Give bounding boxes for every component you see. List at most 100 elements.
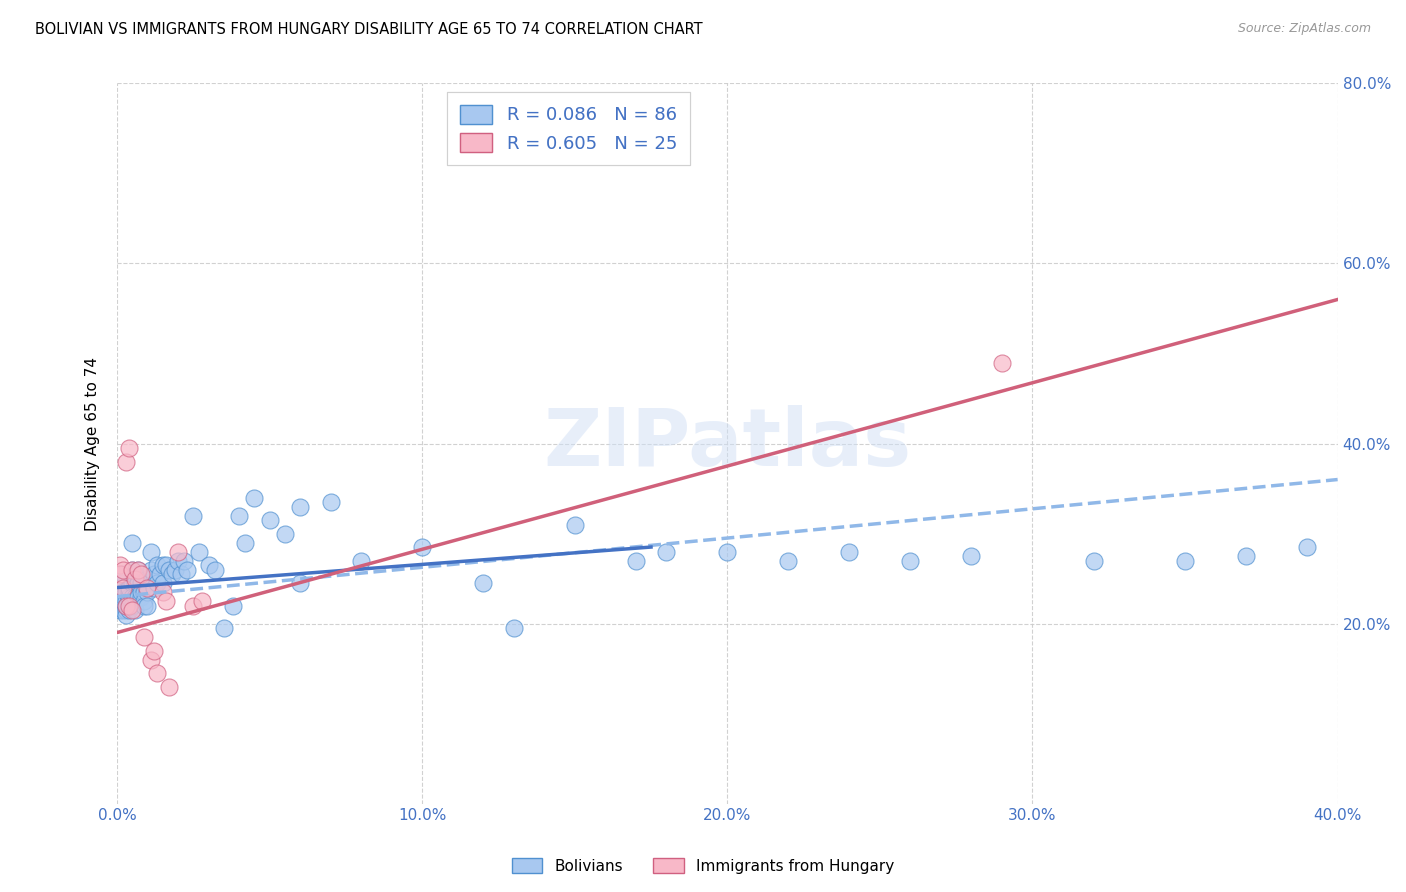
- Point: [112, 567, 135, 582]
- Point: [118, 585, 141, 599]
- Point: [115, 603, 138, 617]
- Point: [134, 599, 156, 613]
- Point: [108, 594, 131, 608]
- Point: [1174, 553, 1197, 567]
- Point: [139, 563, 162, 577]
- Point: [121, 563, 143, 577]
- Point: [115, 454, 138, 468]
- Point: [778, 553, 800, 567]
- Point: [115, 585, 138, 599]
- Point: [115, 594, 138, 608]
- Point: [134, 594, 156, 608]
- Y-axis label: Disability Age 65 to 74: Disability Age 65 to 74: [86, 357, 100, 531]
- Point: [108, 567, 131, 582]
- Text: Source: ZipAtlas.com: Source: ZipAtlas.com: [1237, 22, 1371, 36]
- Point: [624, 553, 647, 567]
- Point: [145, 666, 167, 681]
- Text: ZIPatlas: ZIPatlas: [543, 405, 911, 483]
- Point: [131, 576, 153, 591]
- Point: [115, 599, 138, 613]
- Point: [127, 563, 149, 577]
- Point: [136, 585, 159, 599]
- Point: [118, 441, 141, 455]
- Point: [142, 567, 165, 582]
- Point: [134, 585, 156, 599]
- Point: [288, 576, 311, 591]
- Point: [142, 581, 165, 595]
- Point: [118, 599, 141, 613]
- Point: [121, 563, 143, 577]
- Point: [121, 535, 143, 549]
- Point: [167, 553, 190, 567]
- Point: [157, 680, 180, 694]
- Point: [139, 652, 162, 666]
- Point: [259, 513, 281, 527]
- Point: [411, 540, 433, 554]
- Point: [134, 630, 156, 644]
- Text: BOLIVIAN VS IMMIGRANTS FROM HUNGARY DISABILITY AGE 65 TO 74 CORRELATION CHART: BOLIVIAN VS IMMIGRANTS FROM HUNGARY DISA…: [35, 22, 703, 37]
- Point: [108, 558, 131, 572]
- Point: [233, 535, 256, 549]
- Point: [155, 594, 177, 608]
- Point: [181, 599, 204, 613]
- Point: [991, 355, 1014, 369]
- Point: [1234, 549, 1257, 563]
- Point: [155, 558, 177, 572]
- Point: [124, 572, 146, 586]
- Point: [960, 549, 983, 563]
- Point: [118, 603, 141, 617]
- Point: [1083, 553, 1105, 567]
- Point: [204, 563, 226, 577]
- Point: [173, 553, 195, 567]
- Point: [127, 590, 149, 604]
- Point: [136, 599, 159, 613]
- Point: [142, 643, 165, 657]
- Point: [121, 590, 143, 604]
- Point: [170, 567, 193, 582]
- Point: [564, 517, 586, 532]
- Point: [139, 544, 162, 558]
- Point: [121, 599, 143, 613]
- Point: [112, 581, 135, 595]
- Point: [319, 495, 342, 509]
- Point: [152, 585, 174, 599]
- Point: [502, 621, 524, 635]
- Point: [157, 563, 180, 577]
- Point: [655, 544, 678, 558]
- Point: [350, 553, 373, 567]
- Point: [472, 576, 495, 591]
- Point: [127, 576, 149, 591]
- Point: [112, 603, 135, 617]
- Point: [115, 599, 138, 613]
- Point: [163, 563, 186, 577]
- Point: [136, 572, 159, 586]
- Point: [212, 621, 235, 635]
- Point: [108, 603, 131, 617]
- Point: [118, 590, 141, 604]
- Point: [121, 576, 143, 591]
- Point: [136, 581, 159, 595]
- Point: [243, 491, 266, 505]
- Point: [149, 567, 172, 582]
- Point: [1296, 540, 1319, 554]
- Point: [127, 576, 149, 591]
- Point: [288, 500, 311, 514]
- Point: [160, 567, 183, 582]
- Point: [131, 590, 153, 604]
- Point: [124, 576, 146, 591]
- Point: [131, 585, 153, 599]
- Point: [108, 576, 131, 591]
- Point: [124, 567, 146, 582]
- Point: [222, 599, 245, 613]
- Point: [112, 594, 135, 608]
- Point: [112, 563, 135, 577]
- Point: [900, 553, 922, 567]
- Point: [124, 590, 146, 604]
- Point: [124, 603, 146, 617]
- Point: [145, 558, 167, 572]
- Point: [191, 594, 214, 608]
- Point: [127, 563, 149, 577]
- Point: [152, 576, 174, 591]
- Point: [167, 544, 190, 558]
- Legend: Bolivians, Immigrants from Hungary: Bolivians, Immigrants from Hungary: [505, 852, 901, 880]
